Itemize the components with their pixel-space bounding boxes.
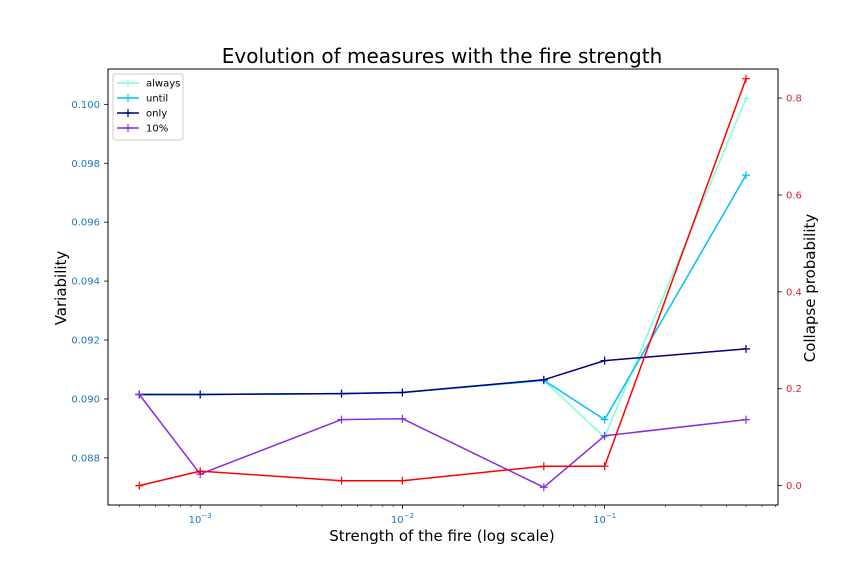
y-right-tick-label: 0.0 [786, 481, 802, 492]
data-point-only [398, 388, 407, 397]
y-axis-left-label: Variability [52, 251, 70, 326]
x-tick-label: 10−2 [391, 512, 414, 526]
y-left-tick-label: 0.088 [71, 453, 100, 464]
legend-label-until: until [146, 94, 168, 105]
y-right-tick-label: 0.6 [786, 190, 802, 201]
data-point-collapse [337, 476, 346, 485]
x-tick-label: 10−1 [593, 512, 616, 526]
plot-frame [107, 68, 779, 506]
y-right-tick-label: 0.8 [786, 94, 802, 105]
series-collapse [135, 74, 750, 490]
series-line-until [139, 174, 747, 421]
y-left-tick-label: 0.096 [71, 218, 100, 229]
legend-label-always: always [146, 79, 180, 90]
y-left-tick-label: 0.100 [71, 100, 100, 111]
y-right-tick-label: 0.2 [786, 384, 802, 395]
data-point-only [742, 344, 750, 353]
data-point-always [742, 94, 750, 103]
data-point-until [600, 415, 609, 424]
data-point-only [337, 389, 346, 398]
data-point-10- [135, 390, 144, 399]
x-axis-label: Strength of the fire (log scale) [329, 527, 555, 545]
data-point-collapse [135, 481, 144, 490]
data-point-only [600, 356, 609, 365]
series-only [135, 344, 750, 399]
legend-label-only: only [146, 109, 167, 120]
data-point-collapse [196, 467, 205, 476]
data-point-only [539, 375, 548, 384]
y-axis-right-label: Collapse probability [801, 214, 819, 363]
data-point-10- [742, 415, 750, 424]
legend-frame [112, 73, 184, 141]
y-right-tick-label: 0.4 [786, 287, 802, 298]
series-line-collapse [139, 78, 747, 487]
data-point-collapse [539, 462, 548, 471]
series-line-always [139, 98, 747, 438]
legend-marker-until [124, 94, 132, 102]
x-tick-label: 10−3 [189, 512, 212, 526]
series-layer [135, 74, 750, 492]
legend-label-10-: 10% [146, 124, 168, 135]
data-point-collapse [398, 476, 407, 485]
data-point-10- [539, 483, 548, 492]
data-point-collapse [600, 462, 609, 471]
axes: 0.088 0.090 0.092 0.094 0.096 0.098 0.100 0.0 0.… [71, 68, 802, 526]
series-until [135, 171, 750, 424]
data-point-10- [398, 414, 407, 423]
y-left-tick-label: 0.098 [71, 159, 100, 170]
data-point-10- [337, 415, 346, 424]
series-line-only [139, 348, 747, 396]
data-point-collapse [742, 74, 750, 83]
data-point-only [196, 390, 205, 399]
legend-marker-10- [124, 124, 132, 132]
y-left-tick-label: 0.090 [71, 394, 100, 405]
data-point-until [742, 171, 750, 180]
legend-marker-only [124, 109, 132, 117]
y-left-tick-label: 0.094 [71, 277, 100, 288]
data-point-10- [600, 431, 609, 440]
legend-marker-always [124, 79, 132, 87]
y-left-tick-label: 0.092 [71, 336, 100, 347]
legend: always until only 10% [112, 73, 184, 141]
chart-title: Evolution of measures with the fire stre… [222, 44, 663, 68]
